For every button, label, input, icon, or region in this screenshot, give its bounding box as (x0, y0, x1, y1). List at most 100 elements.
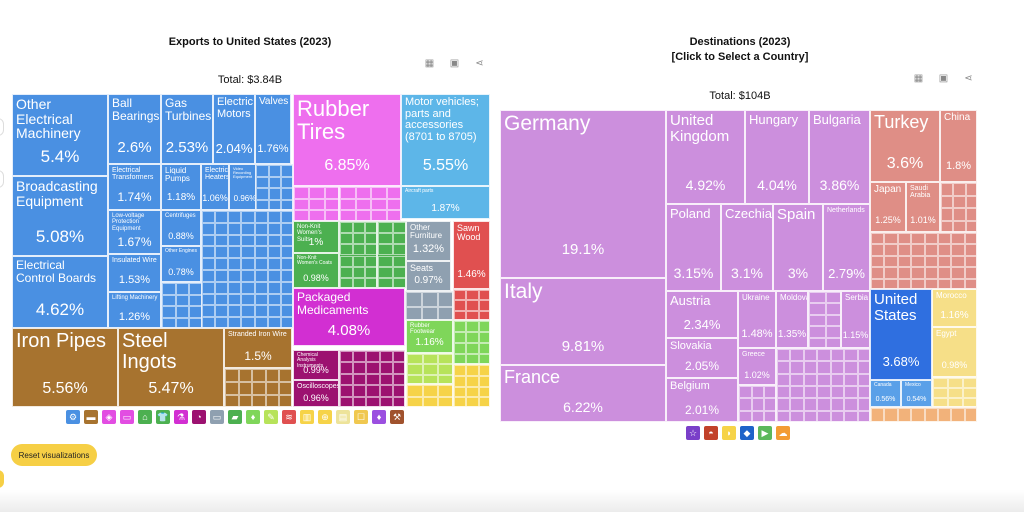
treemap-small-tile[interactable] (254, 258, 268, 270)
treemap-small-tile[interactable] (407, 374, 423, 383)
treemap-cell[interactable]: Belgium 2.01% (666, 378, 738, 422)
treemap-small-tile[interactable] (466, 365, 479, 376)
treemap-small-tile[interactable] (228, 305, 242, 318)
treemap-small-tile[interactable] (884, 267, 898, 279)
sector-legend-icon[interactable]: ⊕ (318, 410, 332, 424)
treemap-small-tile[interactable] (202, 234, 216, 247)
treemap-small-tile[interactable] (857, 386, 869, 399)
treemap-small-tile[interactable] (438, 374, 452, 383)
treemap-small-tile[interactable] (454, 386, 467, 398)
treemap-cell[interactable]: Steel Ingots 5.47% (118, 328, 224, 407)
treemap-small-tile[interactable] (478, 354, 489, 363)
treemap-small-tile[interactable] (309, 187, 325, 199)
treemap-small-tile[interactable] (268, 176, 282, 188)
treemap-small-tile[interactable] (228, 293, 242, 306)
treemap-cell[interactable]: Italy 9.81% (500, 278, 666, 365)
treemap-small-tile[interactable] (202, 211, 216, 223)
treemap-small-tile[interactable] (454, 321, 467, 332)
treemap-small-tile[interactable] (937, 244, 952, 256)
treemap-small-tile[interactable] (964, 255, 976, 268)
treemap-small-tile[interactable] (964, 233, 976, 245)
treemap-small-tile[interactable] (256, 199, 269, 209)
treemap-small-tile[interactable] (924, 267, 938, 279)
treemap-cell[interactable]: Low-voltage Protection Equipment 1.67% (108, 210, 161, 254)
share-icon[interactable]: ⋖ (475, 58, 484, 69)
treemap-small-tile[interactable] (739, 398, 752, 411)
treemap-small-tile[interactable] (254, 234, 268, 247)
treemap-cell[interactable]: Other Engines 0.78% (161, 246, 201, 282)
treemap-small-tile[interactable] (937, 233, 952, 245)
treemap-small-tile[interactable] (352, 266, 366, 278)
treemap-small-tile[interactable] (964, 244, 976, 256)
treemap-small-tile[interactable] (256, 165, 269, 177)
treemap-small-tile[interactable] (378, 255, 393, 267)
treemap-small-tile[interactable] (857, 361, 869, 374)
treemap-small-tile[interactable] (777, 373, 791, 386)
treemap-small-tile[interactable] (911, 408, 925, 421)
treemap-cell[interactable]: Non-Knit Women's Coats 0.98% (293, 253, 339, 288)
treemap-cell[interactable]: Serbia 1.15% (841, 291, 870, 348)
treemap-small-tile[interactable] (911, 267, 925, 279)
treemap-small-tile[interactable] (309, 198, 325, 211)
treemap-small-tile[interactable] (857, 373, 869, 386)
treemap-small-tile[interactable] (267, 258, 281, 270)
treemap-small-tile[interactable] (366, 362, 380, 374)
treemap-small-tile[interactable] (202, 258, 216, 270)
treemap-small-tile[interactable] (254, 281, 268, 294)
treemap-small-tile[interactable] (897, 267, 912, 279)
treemap-small-tile[interactable] (809, 326, 826, 338)
treemap-cell[interactable]: Egypt 0.98% (932, 327, 977, 377)
treemap-small-tile[interactable] (268, 165, 282, 177)
treemap-cell[interactable]: Packaged Medicaments 4.08% (293, 288, 405, 346)
treemap-small-tile[interactable] (241, 281, 255, 294)
treemap-small-tile[interactable] (392, 222, 405, 234)
treemap-small-tile[interactable] (830, 398, 845, 411)
treemap-small-tile[interactable] (241, 305, 255, 318)
treemap-small-tile[interactable] (897, 244, 912, 256)
treemap-small-tile[interactable] (379, 351, 393, 363)
treemap-small-tile[interactable] (392, 277, 405, 287)
treemap-cell[interactable]: Oscilloscopes 0.96% (293, 380, 339, 407)
treemap-cell[interactable]: Lifting Machinery 1.26% (108, 292, 161, 328)
treemap-small-tile[interactable] (844, 361, 858, 374)
sector-legend-icon[interactable]: ⌂ (138, 410, 152, 424)
sector-legend-icon[interactable]: ▥ (300, 410, 314, 424)
sector-legend-icon[interactable]: ✎ (264, 410, 278, 424)
treemap-cell[interactable]: Gas Turbines 2.53% (161, 94, 213, 164)
treemap-small-tile[interactable] (964, 267, 976, 279)
treemap-small-tile[interactable] (751, 386, 765, 399)
treemap-small-tile[interactable] (884, 233, 898, 245)
treemap-small-tile[interactable] (366, 351, 380, 363)
treemap-small-tile[interactable] (202, 317, 216, 327)
treemap-small-tile[interactable] (478, 332, 489, 343)
treemap-small-tile[interactable] (407, 364, 423, 375)
treemap-small-tile[interactable] (911, 278, 925, 288)
treemap-small-tile[interactable] (353, 396, 367, 406)
treemap-cell[interactable]: Broadcasting Equipment 5.08% (12, 176, 108, 256)
sector-legend-icon[interactable]: 👕 (156, 410, 170, 424)
treemap-small-tile[interactable] (764, 410, 775, 421)
treemap-cell[interactable]: Stranded Iron Wire 1.5% (224, 328, 292, 368)
treemap-small-tile[interactable] (241, 258, 255, 270)
treemap-small-tile[interactable] (241, 293, 255, 306)
treemap-small-tile[interactable] (379, 385, 393, 397)
treemap-cell[interactable]: Poland 3.15% (666, 204, 721, 291)
treemap-small-tile[interactable] (175, 306, 190, 318)
treemap-small-tile[interactable] (924, 244, 938, 256)
treemap-small-tile[interactable] (751, 410, 765, 421)
left-edge-handle[interactable] (0, 118, 4, 136)
treemap-small-tile[interactable] (392, 396, 404, 406)
treemap-small-tile[interactable] (790, 386, 804, 399)
treemap-small-tile[interactable] (830, 373, 845, 386)
treemap-small-tile[interactable] (386, 187, 400, 199)
image-icon[interactable]: ▣ (938, 73, 949, 84)
treemap-small-tile[interactable] (478, 300, 489, 311)
treemap-cell[interactable]: Hungary 4.04% (745, 110, 809, 204)
treemap-cell-small-group[interactable] (406, 353, 453, 384)
treemap-small-tile[interactable] (392, 351, 404, 363)
treemap-cell[interactable]: Electric Heaters 1.06% (201, 164, 229, 210)
treemap-cell[interactable]: Rubber Tires 6.85% (293, 94, 401, 186)
treemap-small-tile[interactable] (454, 290, 467, 301)
treemap-small-tile[interactable] (280, 222, 292, 235)
treemap-small-tile[interactable] (871, 255, 885, 268)
